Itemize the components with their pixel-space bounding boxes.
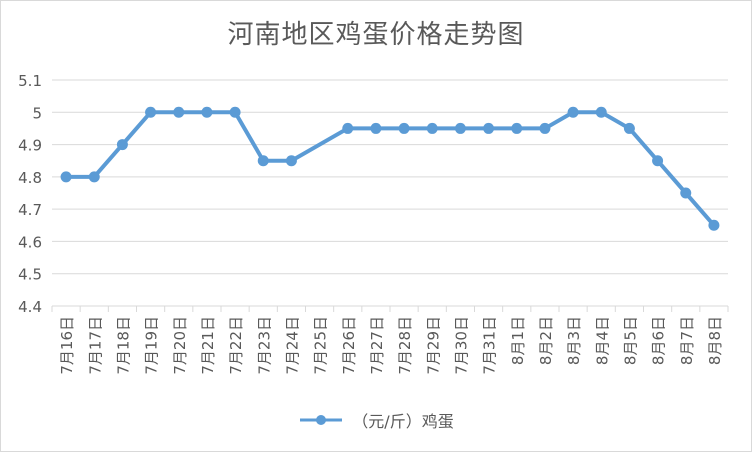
data-point	[511, 122, 523, 134]
x-tick-label: 7月27日	[368, 316, 386, 375]
x-tick-label: 7月24日	[283, 316, 301, 375]
x-tick-label: 8月7日	[678, 316, 696, 365]
y-tick-label: 4.5	[18, 266, 42, 284]
data-point	[567, 106, 579, 118]
y-tick-label: 4.7	[18, 201, 42, 219]
x-tick-label: 7月21日	[199, 316, 217, 375]
x-tick-label: 7月23日	[255, 316, 273, 375]
x-tick-label: 7月26日	[340, 316, 358, 375]
data-point	[60, 171, 72, 183]
y-tick-label: 4.9	[18, 137, 42, 155]
data-point	[229, 106, 241, 118]
legend: （元/斤）鸡蛋	[0, 408, 752, 432]
x-tick-label: 7月25日	[312, 316, 330, 375]
data-point	[173, 106, 185, 118]
x-tick-label: 8月8日	[706, 316, 724, 365]
x-tick-label: 8月1日	[509, 316, 527, 365]
data-point	[370, 122, 382, 134]
y-tick-label: 4.4	[18, 298, 42, 316]
x-tick-label: 7月29日	[424, 316, 442, 375]
data-point	[116, 139, 128, 151]
legend-line-marker	[300, 415, 343, 425]
data-point	[426, 122, 438, 134]
x-tick-label: 8月3日	[565, 316, 583, 365]
x-tick-label: 7月30日	[452, 316, 470, 375]
x-tick-label: 7月22日	[227, 316, 245, 375]
data-point	[342, 122, 354, 134]
data-point	[623, 122, 635, 134]
data-point	[595, 106, 607, 118]
series-line	[64, 110, 716, 228]
x-tick-label: 7月16日	[58, 316, 76, 375]
data-point	[145, 106, 157, 118]
y-tick-label: 4.6	[18, 233, 42, 251]
chart-title: 河南地区鸡蛋价格走势图	[227, 20, 525, 50]
data-point	[398, 122, 410, 134]
x-tick-label: 8月4日	[593, 316, 611, 365]
x-tick-label: 8月6日	[650, 316, 668, 365]
x-tick-label: 7月19日	[143, 316, 161, 375]
data-point	[483, 122, 495, 134]
x-tick-label: 7月20日	[171, 316, 189, 375]
y-tick-label: 4.8	[18, 169, 42, 187]
data-point	[708, 219, 720, 231]
y-tick-label: 5.1	[18, 72, 42, 90]
data-point	[539, 122, 551, 134]
x-tick-label: 8月2日	[537, 316, 555, 365]
data-point	[285, 155, 297, 167]
x-tick-label: 7月18日	[114, 316, 132, 375]
x-tick-label: 7月31日	[481, 316, 499, 375]
data-point	[680, 187, 692, 199]
data-point	[88, 171, 100, 183]
y-tick-label: 5	[32, 104, 42, 122]
x-tick-label: 7月28日	[396, 316, 414, 375]
data-point	[454, 122, 466, 134]
legend-label: （元/斤）鸡蛋	[352, 412, 454, 431]
x-tick-label: 8月5日	[621, 316, 639, 365]
x-tick-label: 7月17日	[86, 316, 104, 375]
data-point	[257, 155, 269, 167]
data-point	[201, 106, 213, 118]
data-point	[652, 155, 664, 167]
